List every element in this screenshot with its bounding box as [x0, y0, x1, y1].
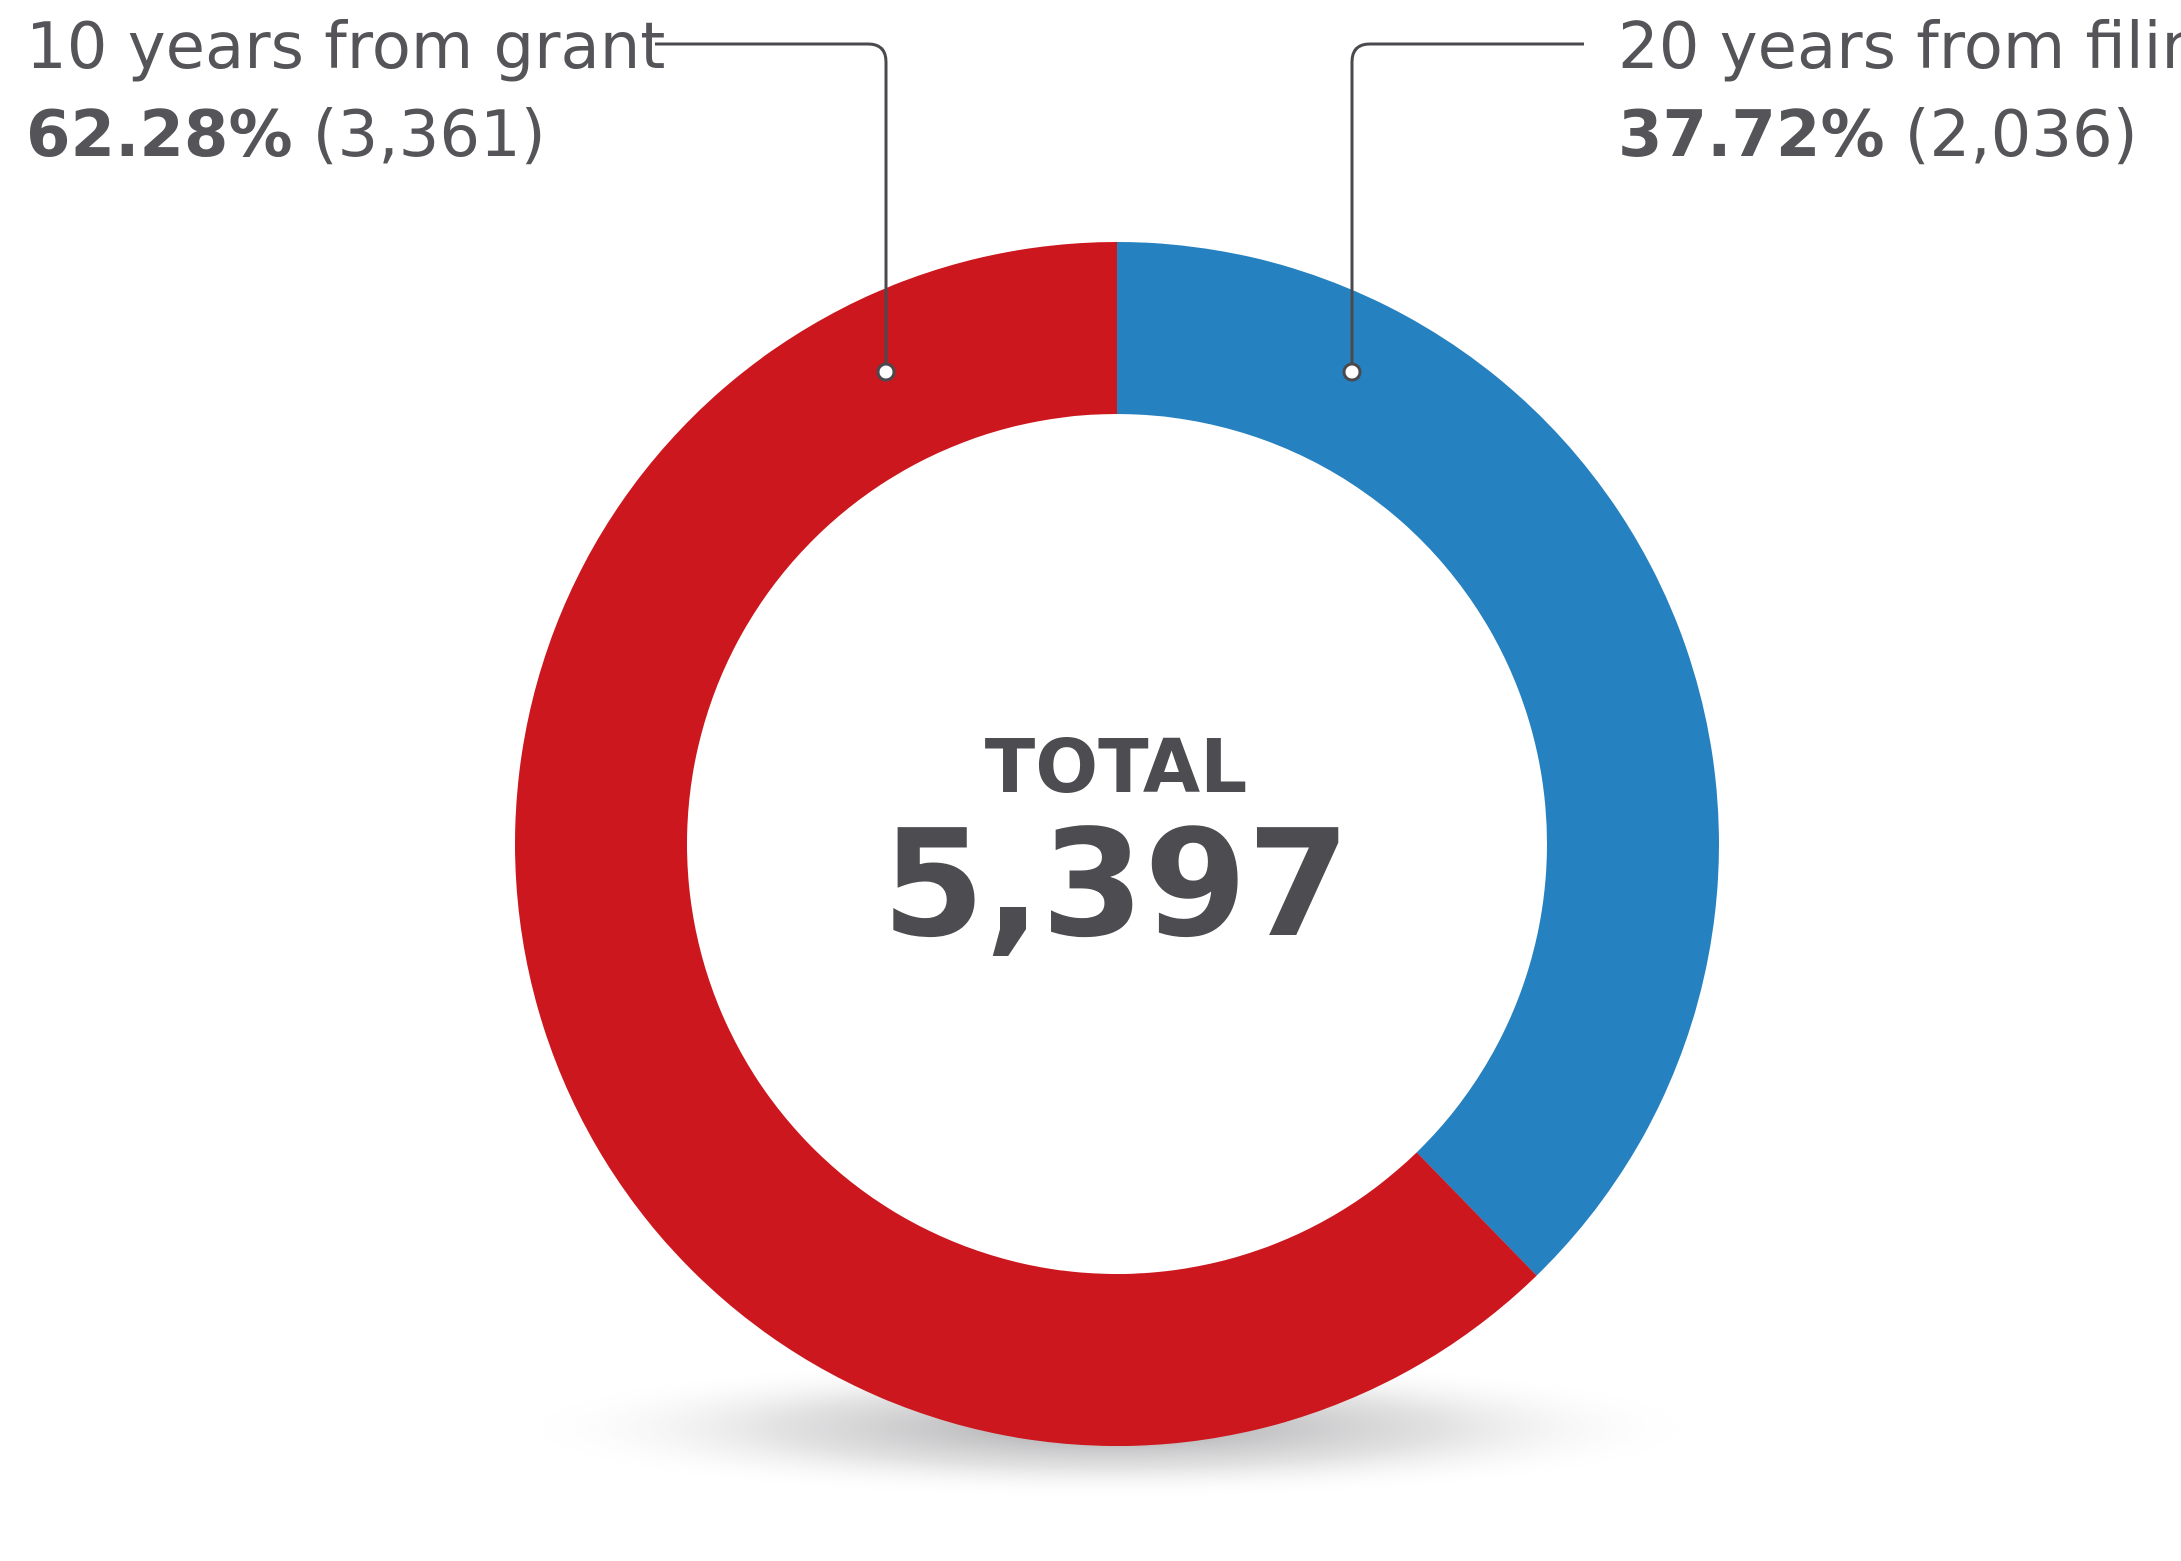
leader-line-left — [655, 42, 888, 372]
slice-20-years-from-filing — [1117, 242, 1719, 1276]
donut-slices — [514, 241, 1719, 1446]
leader-dot-right — [1342, 362, 1362, 382]
callout-10-years-from-grant: 10 years from grant 62.28% (3,361) — [26, 10, 896, 382]
slice-10-years-from-grant — [514, 241, 1537, 1446]
slice-value-grant: 62.28% (3,361) — [26, 98, 546, 172]
leader-dot-left — [876, 362, 896, 382]
leader-line-right — [1350, 42, 1584, 372]
slice-label-grant: 10 years from grant — [26, 10, 665, 84]
slice-label-filing: 20 years from filing — [1618, 10, 2181, 84]
slice-value-filing: 37.72% (2,036) — [1618, 98, 2138, 172]
callout-20-years-from-filing: 20 years from filing 37.72% (2,036) — [1342, 10, 2181, 382]
slice-count-grant: (3,361) — [313, 98, 546, 172]
center-total-value: 5,397 — [882, 798, 1350, 970]
slice-percent-filing: 37.72% — [1618, 98, 1885, 172]
slice-percent-grant: 62.28% — [26, 98, 293, 172]
slice-count-filing: (2,036) — [1905, 98, 2138, 172]
center-total-title: TOTAL — [985, 724, 1248, 810]
